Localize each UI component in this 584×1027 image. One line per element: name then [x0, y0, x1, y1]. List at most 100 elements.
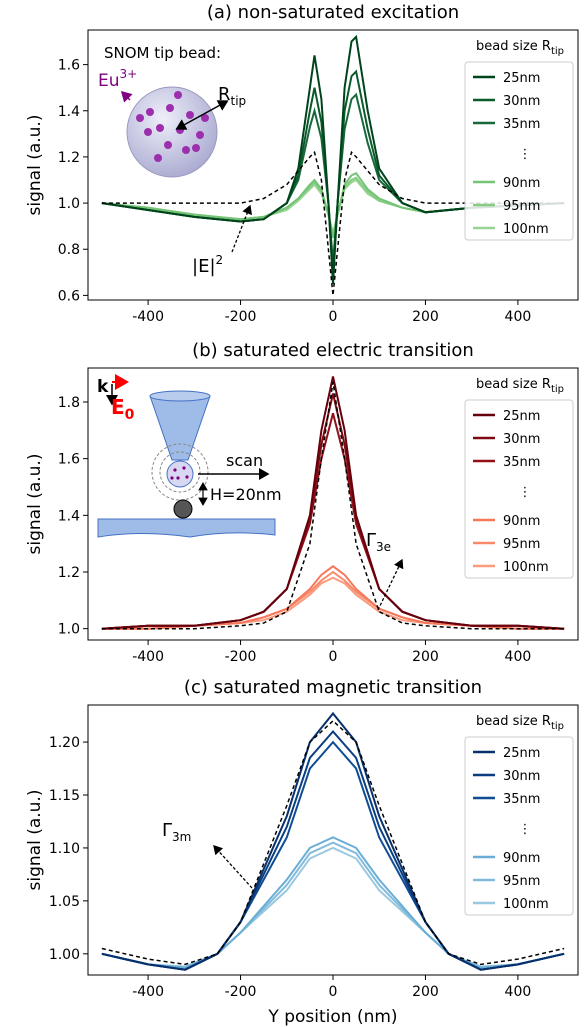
- y-axis-label: signal (a.u.): [25, 790, 45, 891]
- series-line: [101, 576, 565, 630]
- ions: [136, 91, 209, 162]
- y-tick-label: 1.05: [49, 894, 80, 910]
- legend-label: 100nm: [503, 897, 549, 912]
- annotation-sub: 3m: [172, 830, 191, 844]
- legend-label: 35nm: [503, 117, 540, 132]
- y-tick-label: 1.2: [58, 565, 80, 581]
- legend-label: 90nm: [503, 514, 540, 529]
- y-tick-label: 1.20: [49, 735, 80, 751]
- particle: [173, 499, 193, 519]
- reference-line: [101, 382, 565, 630]
- x-tick-label: -400: [132, 649, 164, 665]
- radius-sub: tip: [231, 94, 247, 108]
- k-label: k: [97, 377, 109, 397]
- x-tick-label: -200: [225, 649, 257, 665]
- x-tick-label: 400: [505, 984, 532, 1000]
- annotation-sup: 2: [216, 253, 224, 267]
- plot-frame: [87, 367, 579, 641]
- y-tick-label: 1.0: [58, 196, 80, 212]
- series-line: [101, 171, 565, 238]
- bead: [166, 460, 194, 488]
- legend-box: [464, 61, 574, 241]
- x-tick-label: -200: [225, 984, 257, 1000]
- legend-label: 25nm: [503, 746, 540, 761]
- legend-title: bead size Rtip: [476, 39, 564, 57]
- legend-title-text: bead size R: [476, 39, 551, 54]
- substrate: [97, 518, 276, 538]
- height-label: H=20nm: [210, 485, 282, 504]
- radius-arrow: [175, 100, 229, 130]
- x-tick-label: 400: [505, 649, 532, 665]
- y-tick-label: 1.6: [58, 452, 80, 468]
- legend-title: bead size Rtip: [476, 714, 564, 732]
- legend-box: [464, 736, 574, 916]
- annotation: Γ3m: [162, 820, 191, 844]
- legend-label: 30nm: [503, 769, 540, 784]
- inset-b: k E0 scan H=20nm: [97, 374, 282, 538]
- annotation-sub: 3e: [376, 540, 391, 554]
- series-line: [101, 34, 565, 284]
- legend-label: 35nm: [503, 792, 540, 807]
- y-tick-label: 0.6: [58, 288, 80, 304]
- legend-gap: ⋮: [519, 822, 532, 837]
- legend-label: 95nm: [503, 874, 540, 889]
- legend-gap: ⋮: [519, 485, 532, 500]
- y-tick-label: 1.15: [49, 788, 80, 804]
- annotation-text: Γ: [366, 530, 376, 551]
- x-tick-label: 200: [412, 309, 439, 325]
- legend-label: 95nm: [503, 537, 540, 552]
- chart-title: (b) saturated electric transition: [192, 340, 474, 361]
- x-tick-label: 400: [505, 309, 532, 325]
- chart-title: (c) saturated magnetic transition: [184, 677, 482, 698]
- legend-gap: ⋮: [519, 147, 532, 162]
- legend-label: 35nm: [503, 455, 540, 470]
- series-line: [101, 570, 565, 630]
- inset-title: SNOM tip bead:: [104, 44, 221, 62]
- series-line: [101, 376, 565, 630]
- annotation: Γ3e: [366, 530, 391, 554]
- bead: [126, 86, 218, 178]
- y-axis-label: signal (a.u.): [25, 454, 45, 555]
- e-text: E: [111, 395, 125, 419]
- y-tick-label: 0.8: [58, 242, 80, 258]
- legend-box: [464, 399, 574, 579]
- legend-title-text: bead size R: [476, 377, 551, 392]
- legend-label: 30nm: [503, 432, 540, 447]
- ion-sup: 3+: [120, 67, 138, 81]
- cone-top: [149, 390, 211, 402]
- x-tick-label: -200: [225, 309, 257, 325]
- annotation-text: |E|: [192, 256, 216, 277]
- legend-title-sub: tip: [551, 384, 564, 395]
- y-tick-label: 1.4: [58, 104, 80, 120]
- reference-line: [101, 719, 565, 966]
- x-tick-label: 0: [329, 309, 338, 325]
- legend-label: 30nm: [503, 94, 540, 109]
- reference-line: [101, 150, 565, 296]
- annotation: |E|2: [192, 253, 223, 277]
- x-tick-label: 0: [329, 984, 338, 1000]
- ion-arrow: [120, 90, 133, 103]
- x-axis-label: Y position (nm): [267, 1007, 397, 1027]
- bead-outline: [151, 443, 209, 501]
- y-axis-label: signal (a.u.): [25, 115, 45, 216]
- series-line: [101, 565, 565, 630]
- legend-title: bead size Rtip: [476, 377, 564, 395]
- plot-frame: [87, 29, 579, 301]
- legend-label: 95nm: [503, 199, 540, 214]
- legend-label: 100nm: [503, 222, 549, 237]
- tip-cone: [149, 395, 211, 461]
- x-tick-label: -400: [132, 309, 164, 325]
- legend-title-sub: tip: [551, 721, 564, 732]
- bead-outline: [159, 451, 201, 493]
- legend-label: 25nm: [503, 71, 540, 86]
- x-tick-label: -400: [132, 984, 164, 1000]
- legend-label: 90nm: [503, 851, 540, 866]
- annotation-text: Γ: [162, 820, 172, 841]
- x-tick-label: 0: [329, 649, 338, 665]
- radius-text: R: [218, 84, 231, 105]
- legend-label: 90nm: [503, 176, 540, 191]
- radius-label: Rtip: [218, 84, 246, 108]
- legend-label: 100nm: [503, 560, 549, 575]
